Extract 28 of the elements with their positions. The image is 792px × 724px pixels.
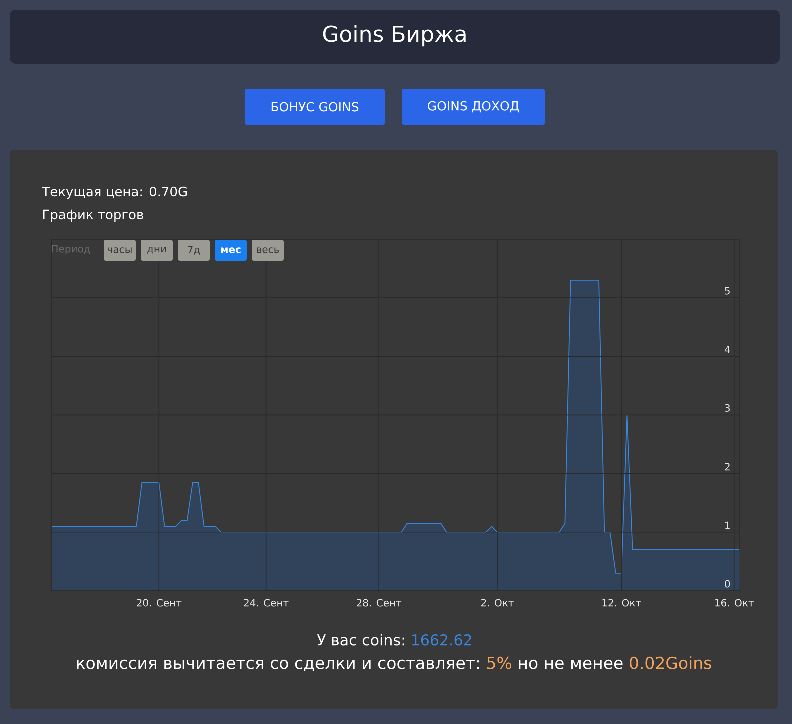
chart-subtitle: График торгов — [43, 210, 144, 222]
text: 1662.62 — [412, 634, 472, 646]
x-tick-label: 28. Сент — [357, 599, 402, 607]
x-tick-label: 16. Окт — [716, 599, 754, 607]
annotation: весь — [257, 248, 280, 254]
y-tick-label: 1 — [726, 522, 730, 530]
text: Текущая цена: 0.70G — [42, 186, 188, 200]
y-tick-label: 2 — [725, 463, 730, 471]
annotation: 7д — [188, 246, 200, 255]
y-tick-label: 0 — [725, 580, 730, 588]
y-tick-label: 5 — [725, 287, 730, 295]
text: но не менее — [519, 660, 623, 670]
text: БОНУС GOINS — [272, 102, 359, 112]
text: У вас coins: — [317, 634, 404, 646]
y-tick-label: 3 — [725, 404, 730, 412]
text: GOINS ДОХОД — [428, 101, 519, 113]
x-tick-label: 20. Сент — [137, 599, 182, 607]
x-tick-label: 12. Окт — [602, 599, 642, 607]
x-tick-label: 24. Сент — [244, 599, 289, 607]
y-tick-label: 4 — [724, 346, 730, 354]
annotation: мес — [221, 248, 241, 254]
text: 0.02Goins — [630, 656, 712, 670]
annotation: дни — [148, 247, 166, 254]
annotation: часы — [108, 248, 132, 254]
text: комиссия вычитается со сделки и составляет: — [77, 660, 480, 672]
chart-title: Goins Биржа — [323, 25, 466, 47]
x-tick-label: 2. Окт — [481, 599, 514, 607]
text: 5% — [488, 656, 512, 670]
